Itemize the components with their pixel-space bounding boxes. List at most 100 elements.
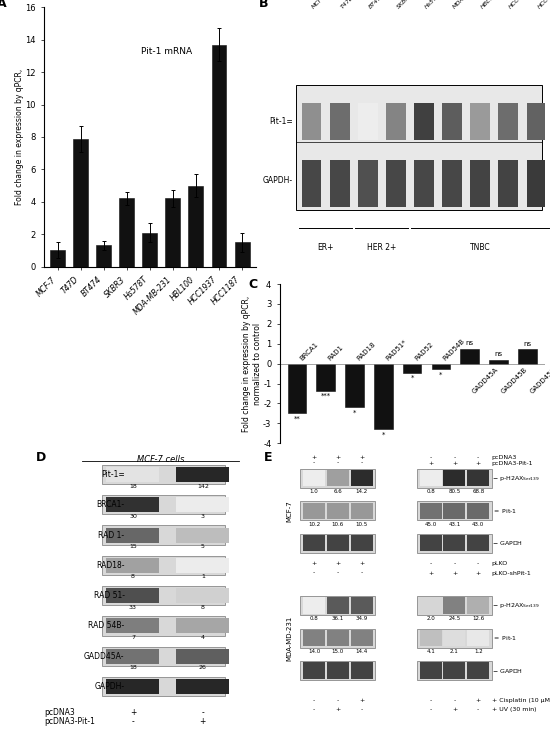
Text: ns: ns (523, 341, 531, 347)
Bar (420, 503, 442, 519)
Bar (414, 103, 434, 140)
Bar (177, 497, 229, 512)
Text: 18: 18 (129, 484, 137, 489)
Bar (107, 467, 160, 482)
Text: +: + (476, 571, 481, 575)
Bar (300, 501, 376, 520)
Text: 36.1: 36.1 (332, 616, 344, 621)
Text: $-$ GAPDH: $-$ GAPDH (492, 667, 523, 675)
Bar (102, 646, 225, 666)
Bar (470, 103, 490, 140)
Bar (327, 662, 349, 679)
Text: -: - (453, 455, 455, 460)
Text: 2.0: 2.0 (426, 616, 435, 621)
Text: *: * (439, 372, 443, 378)
Text: +: + (336, 561, 340, 566)
Text: pcDNA3: pcDNA3 (492, 455, 517, 460)
Text: *: * (382, 432, 385, 438)
Text: $=$ Pit-1: $=$ Pit-1 (492, 507, 517, 515)
Text: 0.8: 0.8 (310, 616, 318, 621)
Text: TNBC: TNBC (470, 243, 491, 253)
Text: $=$ Pit-1: $=$ Pit-1 (492, 634, 517, 642)
Bar (102, 586, 225, 605)
Y-axis label: Fold change in expression by qPCR,: Fold change in expression by qPCR, (15, 69, 24, 205)
Text: HBL100: HBL100 (480, 0, 501, 10)
Bar (107, 528, 160, 542)
Bar (498, 103, 518, 140)
Text: 3: 3 (201, 514, 205, 519)
Bar (327, 503, 349, 519)
Bar (300, 534, 376, 553)
Text: 43.1: 43.1 (448, 522, 460, 526)
Bar (489, 359, 508, 364)
Text: 0.8: 0.8 (426, 489, 435, 494)
Bar (417, 534, 492, 553)
Text: 4.1: 4.1 (426, 649, 435, 654)
Bar (468, 597, 490, 613)
Bar (295, 85, 542, 209)
Bar (327, 470, 349, 487)
Text: Pit-1=: Pit-1= (269, 117, 293, 126)
Bar (327, 630, 349, 646)
Bar (301, 160, 321, 207)
Bar (351, 470, 373, 487)
Text: -: - (361, 460, 363, 466)
Bar (351, 597, 373, 613)
Bar (234, 242, 250, 266)
Text: ns: ns (494, 351, 503, 357)
Bar (177, 619, 229, 633)
Text: -: - (313, 460, 315, 466)
Bar (102, 556, 225, 575)
Text: 68.8: 68.8 (472, 489, 485, 494)
Text: $-$ p-H2AX$_{\mathrm{Ser139}}$: $-$ p-H2AX$_{\mathrm{Ser139}}$ (492, 601, 540, 610)
Bar (417, 596, 492, 615)
Text: 142: 142 (197, 484, 209, 489)
Y-axis label: Fold change in expression by qPCR,
normalized to control: Fold change in expression by qPCR, norma… (242, 296, 262, 432)
Text: +: + (311, 455, 317, 460)
Text: HCC1187: HCC1187 (537, 0, 550, 10)
Bar (443, 535, 465, 551)
Text: 14.4: 14.4 (356, 649, 368, 654)
Text: RAD 54B-: RAD 54B- (88, 621, 124, 630)
Text: GADD45A-: GADD45A- (84, 651, 124, 661)
Bar (443, 630, 465, 646)
Bar (107, 649, 160, 664)
Bar (386, 160, 406, 207)
Text: 26: 26 (199, 665, 207, 671)
Bar (403, 364, 421, 373)
Text: ER+: ER+ (317, 243, 334, 253)
Text: *: * (353, 410, 356, 416)
Text: 7: 7 (131, 635, 135, 640)
Text: +: + (452, 571, 457, 575)
Text: -: - (313, 571, 315, 575)
Text: -: - (361, 707, 363, 712)
Text: +: + (452, 460, 457, 466)
Text: -: - (430, 561, 432, 566)
Text: pcDNA3: pcDNA3 (44, 708, 75, 717)
Bar (107, 619, 160, 633)
Bar (417, 501, 492, 520)
Bar (468, 630, 490, 646)
Text: MCF-7: MCF-7 (286, 500, 292, 522)
Bar (303, 503, 325, 519)
Text: 80.5: 80.5 (448, 489, 460, 494)
Text: +: + (452, 707, 457, 712)
Bar (300, 661, 376, 680)
Text: GADD45A: GADD45A (471, 366, 499, 395)
Text: 15: 15 (129, 544, 137, 549)
Bar (102, 495, 225, 515)
Text: 43.0: 43.0 (472, 522, 485, 526)
Text: Pit-1 mRNA: Pit-1 mRNA (141, 47, 192, 56)
Text: -: - (337, 698, 339, 703)
Text: RAD54B: RAD54B (442, 337, 466, 362)
Text: ***: *** (321, 393, 331, 399)
Text: GADD45G: GADD45G (529, 366, 550, 395)
Bar (468, 535, 490, 551)
Bar (303, 630, 325, 646)
Bar (345, 364, 364, 408)
Bar (358, 160, 378, 207)
Text: -: - (201, 708, 204, 717)
Text: -: - (313, 698, 315, 703)
Bar (177, 528, 229, 542)
Bar (102, 465, 225, 484)
